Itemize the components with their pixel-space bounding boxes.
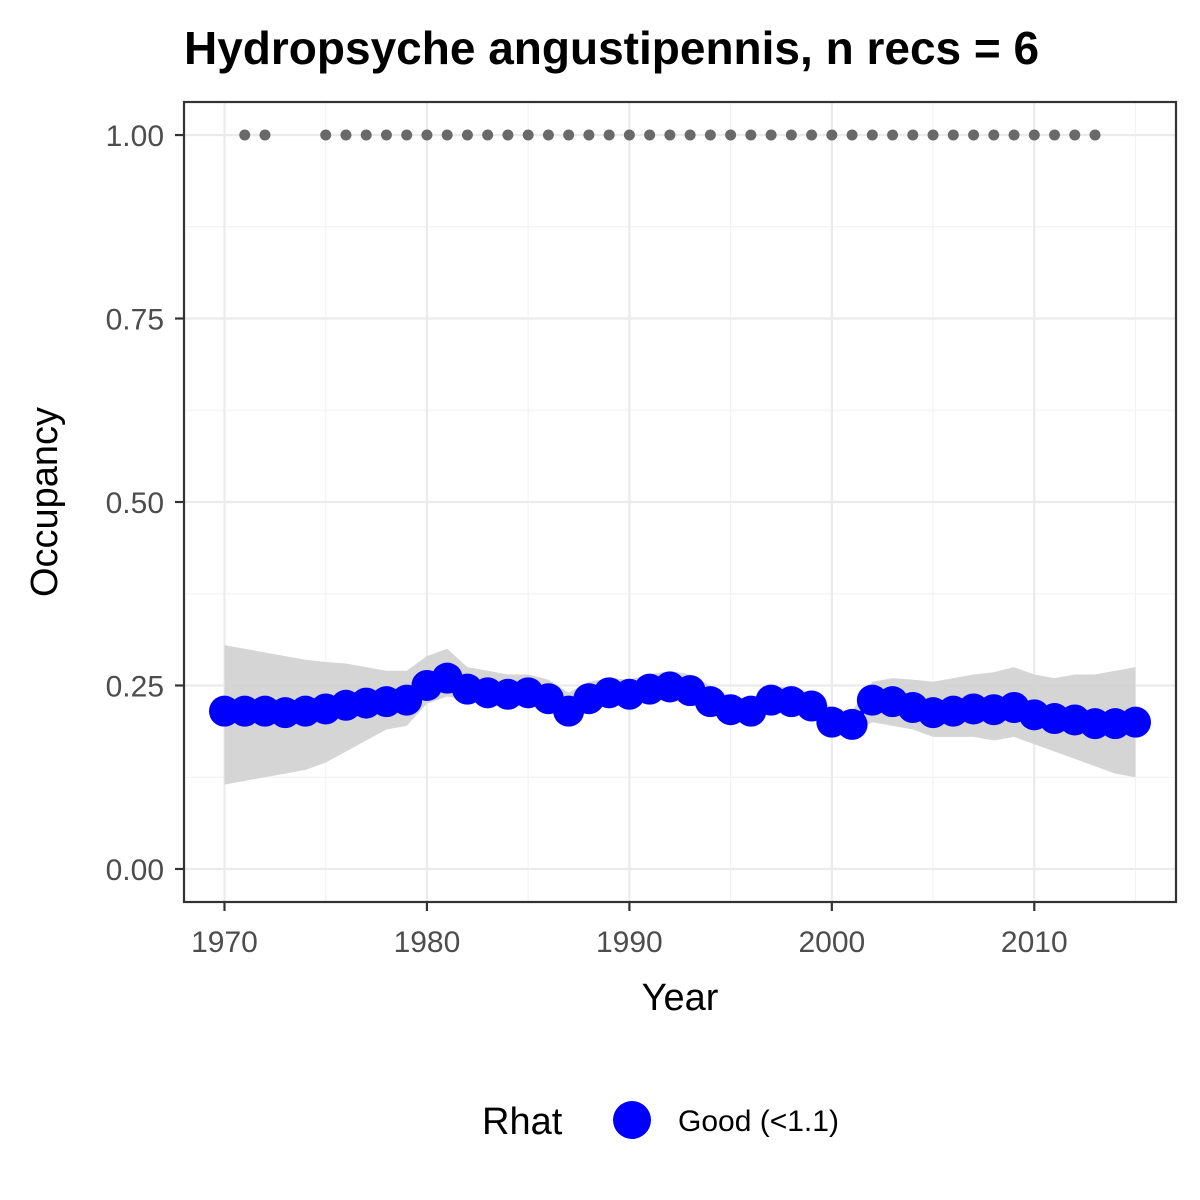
x-tick-label: 2000 <box>798 926 865 959</box>
x-tick-label: 1970 <box>191 926 258 959</box>
record-dot <box>380 129 392 141</box>
record-dot <box>704 129 716 141</box>
occupancy-point <box>1120 706 1152 738</box>
record-dot <box>866 129 878 141</box>
record-dot <box>563 129 575 141</box>
record-dot <box>401 129 413 141</box>
record-dot <box>826 129 838 141</box>
x-axis-title: Year <box>642 977 719 1019</box>
y-tick-label: 0.75 <box>106 304 164 337</box>
record-dot <box>907 129 919 141</box>
record-dot <box>239 129 251 141</box>
y-axis-title: Occupancy <box>24 407 66 597</box>
occupancy-series-layer <box>208 662 1152 740</box>
record-dot <box>461 129 473 141</box>
record-dot <box>765 129 777 141</box>
record-dot <box>806 129 818 141</box>
record-dot <box>441 129 453 141</box>
y-tick-label: 0.25 <box>106 670 164 703</box>
record-dot <box>542 129 554 141</box>
x-tick-label: 2010 <box>1001 926 1068 959</box>
record-dot <box>988 129 1000 141</box>
record-dot <box>522 129 534 141</box>
record-dot <box>927 129 939 141</box>
record-dot <box>340 129 352 141</box>
y-tick-label: 0.50 <box>106 487 164 520</box>
record-dot <box>482 129 494 141</box>
record-dot <box>583 129 595 141</box>
x-tick-label: 1980 <box>394 926 461 959</box>
chart-title: Hydropsyche angustipennis, n recs = 6 <box>184 22 1039 74</box>
record-dot <box>846 129 858 141</box>
record-dot <box>502 129 514 141</box>
record-dot <box>320 129 332 141</box>
record-dot <box>785 129 797 141</box>
record-dot <box>725 129 737 141</box>
record-dot <box>644 129 656 141</box>
x-tick-label: 1990 <box>596 926 663 959</box>
y-tick-label: 1.00 <box>106 120 164 153</box>
legend-label-good: Good (<1.1) <box>678 1105 839 1138</box>
record-dot <box>664 129 676 141</box>
record-dot <box>1008 129 1020 141</box>
record-dot <box>1089 129 1101 141</box>
legend-title: Rhat <box>482 1101 563 1143</box>
occupancy-point <box>836 708 868 740</box>
record-dot <box>968 129 980 141</box>
record-dot <box>745 129 757 141</box>
y-tick-label: 0.00 <box>106 854 164 887</box>
record-dot <box>623 129 635 141</box>
legend: Rhat Good (<1.1) <box>482 1101 839 1143</box>
legend-swatch-good <box>613 1101 651 1139</box>
record-dot <box>887 129 899 141</box>
record-dot <box>1028 129 1040 141</box>
record-dot <box>360 129 372 141</box>
record-dot <box>603 129 615 141</box>
record-dot <box>1049 129 1061 141</box>
record-dot <box>421 129 433 141</box>
record-dots-layer <box>239 129 1101 141</box>
record-dot <box>259 129 271 141</box>
record-dot <box>947 129 959 141</box>
record-dot <box>684 129 696 141</box>
axis-layer: 1970 1980 1990 2000 2010 0.00 0.25 0.50 0.75 1.00 <box>106 120 1068 959</box>
record-dot <box>1069 129 1081 141</box>
